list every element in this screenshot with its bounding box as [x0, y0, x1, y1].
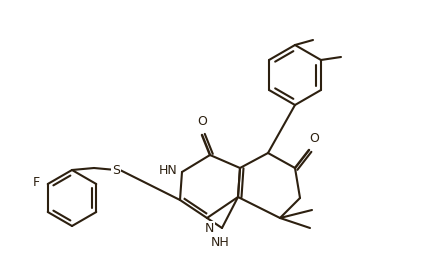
- Text: S: S: [112, 163, 120, 177]
- Text: NH: NH: [211, 236, 229, 249]
- Text: O: O: [309, 132, 319, 145]
- Text: F: F: [33, 175, 40, 188]
- Text: N: N: [204, 222, 214, 235]
- Text: O: O: [197, 115, 207, 128]
- Text: HN: HN: [159, 163, 178, 177]
